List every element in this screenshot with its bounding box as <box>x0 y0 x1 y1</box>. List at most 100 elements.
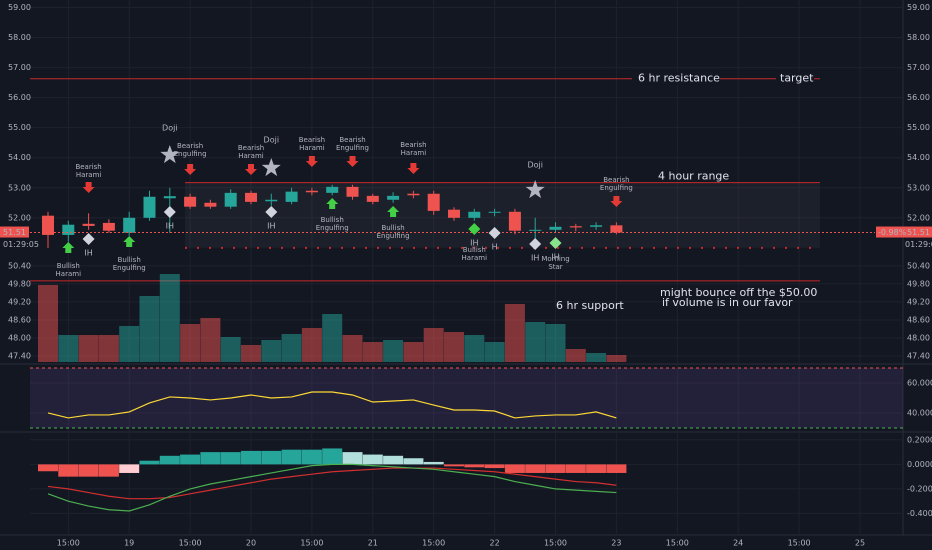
candle-body <box>224 192 237 207</box>
change-label: -0.98% <box>878 228 907 237</box>
y-tick-label-left: 49.20 <box>8 297 31 306</box>
marker-label: IH <box>470 239 478 248</box>
y-tick-label: 56.00 <box>907 93 930 102</box>
x-tick-label: 22 <box>490 539 500 548</box>
volume-bar <box>119 326 140 362</box>
pattern-label: Doji <box>162 124 178 133</box>
x-tick-label: 15:00 <box>179 539 202 548</box>
pattern-label: Bullish <box>382 224 405 232</box>
arrow-up <box>62 242 75 253</box>
y-tick-label-left: 48.60 <box>8 315 31 324</box>
pattern-label: Bearish <box>299 136 325 144</box>
y-tick-label-left: 48.00 <box>8 333 31 342</box>
macd-histogram-bar <box>403 458 424 465</box>
candle-body <box>346 186 359 197</box>
candle-body <box>508 211 521 231</box>
y-tick-label-left: 49.80 <box>8 279 31 288</box>
volume-bar <box>200 318 221 362</box>
doji-star <box>525 180 545 199</box>
macd-histogram-bar <box>444 464 464 467</box>
volume-bar <box>464 335 485 362</box>
countdown: 01:29:05 <box>905 240 932 249</box>
y-tick-label: 0.0000 <box>907 460 932 469</box>
macd-histogram-bar <box>484 464 505 469</box>
volume-bar <box>423 328 444 362</box>
diamond <box>468 223 481 235</box>
macd-line <box>47 463 617 512</box>
y-tick-label-left: 55.00 <box>8 123 31 132</box>
pattern-label: Harami <box>401 149 427 157</box>
pattern-label: Bullish <box>463 246 486 254</box>
y-tick-label-left: 56.00 <box>8 93 31 102</box>
candle-body <box>102 222 115 231</box>
candle-body <box>163 196 176 199</box>
macd-histogram-bar <box>423 461 444 465</box>
note: if volume is in our favor <box>662 296 793 309</box>
candle-body <box>448 209 460 218</box>
pattern-label: Engulfing <box>113 264 146 272</box>
volume-bar <box>606 355 627 362</box>
y-tick-label: 58.00 <box>907 33 930 42</box>
pattern-label: Bullish <box>57 262 80 270</box>
arrow-up <box>123 236 136 247</box>
candle-body <box>590 225 603 227</box>
pattern-label: Bullish <box>321 216 344 224</box>
candle-body <box>184 196 197 207</box>
candle-body <box>42 215 54 235</box>
candle-body <box>265 199 278 202</box>
pattern-label: Harami <box>76 171 102 179</box>
pattern-label: Bearish <box>177 142 203 150</box>
pattern-label: Bearish <box>603 176 629 184</box>
candle-body <box>549 226 562 230</box>
y-tick-label-left: 54.00 <box>8 153 31 162</box>
pattern-label: Engulfing <box>336 144 369 152</box>
arrow-up <box>326 198 339 209</box>
macd-histogram-bar <box>565 464 586 473</box>
volume-bar <box>484 342 505 362</box>
volume-bar <box>220 337 241 362</box>
y-tick-label: 57.00 <box>907 63 930 72</box>
marker-label: IH <box>267 222 275 231</box>
marker-label: IH <box>84 249 92 258</box>
volume-bar <box>281 334 302 362</box>
y-tick-label: 59.00 <box>907 3 930 12</box>
x-tick-label: 15:00 <box>300 539 323 548</box>
candle-body <box>407 193 420 196</box>
pattern-label: Harami <box>462 254 488 262</box>
macd-histogram-bar <box>464 464 485 468</box>
diamond <box>529 238 542 250</box>
x-tick-label: 21 <box>368 539 378 548</box>
candle-body <box>569 226 582 228</box>
macd-histogram-bar <box>180 454 201 465</box>
x-tick-label: 25 <box>855 539 865 548</box>
y-tick-label-left: 52.00 <box>8 213 31 222</box>
y-tick-label: 49.80 <box>907 279 930 288</box>
label-bg <box>776 71 814 85</box>
marker-label: H <box>492 243 498 252</box>
macd-histogram-bar <box>281 449 302 465</box>
marker-label: IH <box>531 254 539 263</box>
macd-histogram-bar <box>586 464 607 473</box>
macd-histogram-bar <box>159 455 180 465</box>
volume-bar <box>545 324 566 362</box>
macd-histogram-bar <box>525 464 546 473</box>
volume-bar <box>58 335 79 362</box>
candle-body <box>305 190 318 193</box>
pattern-label: Harami <box>299 144 325 152</box>
pattern-label: Doji <box>264 136 280 145</box>
volume-bar <box>301 328 322 362</box>
pattern-label: Bearish <box>238 144 264 152</box>
x-tick-label: 24 <box>733 539 743 548</box>
volume-bar <box>78 335 99 362</box>
macd-histogram-bar <box>322 448 343 465</box>
macd-histogram-bar <box>139 460 160 465</box>
pattern-label: Doji <box>527 161 543 170</box>
pattern-label: Star <box>548 263 562 271</box>
volume-bar <box>403 342 424 362</box>
y-tick-label: 60.0000 <box>907 378 932 387</box>
candle-body <box>245 192 257 202</box>
volume-bar <box>98 335 119 362</box>
